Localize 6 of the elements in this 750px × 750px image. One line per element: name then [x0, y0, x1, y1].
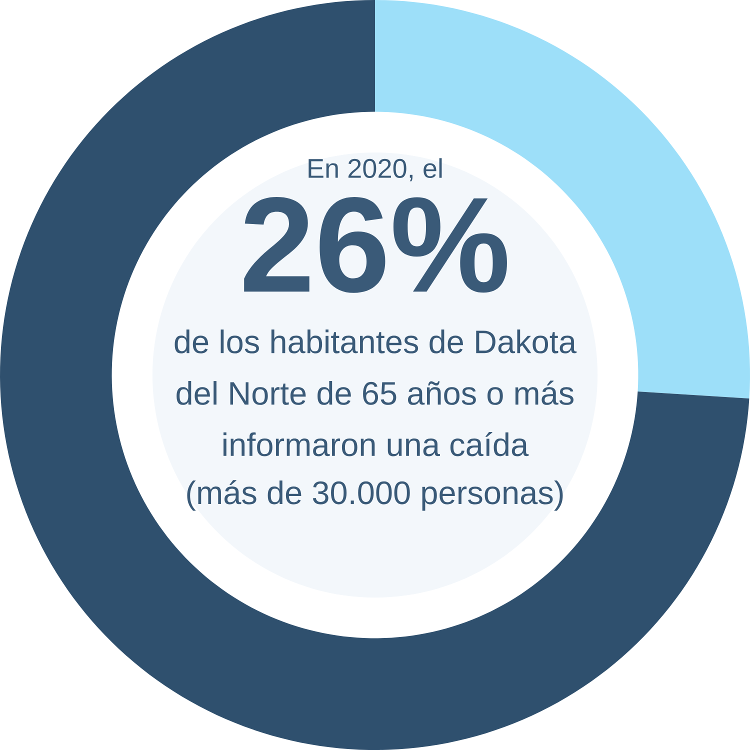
- text: de los habitantes de Dakota: [174, 330, 577, 354]
- text: (más de 30.000 personas): [187, 480, 563, 511]
- text: informaron una caída: [224, 432, 529, 456]
- text: En 2020, el: [308, 158, 442, 182]
- text: del Norte de 65 años o más: [176, 380, 574, 405]
- data-label: 26%: [244, 196, 507, 293]
